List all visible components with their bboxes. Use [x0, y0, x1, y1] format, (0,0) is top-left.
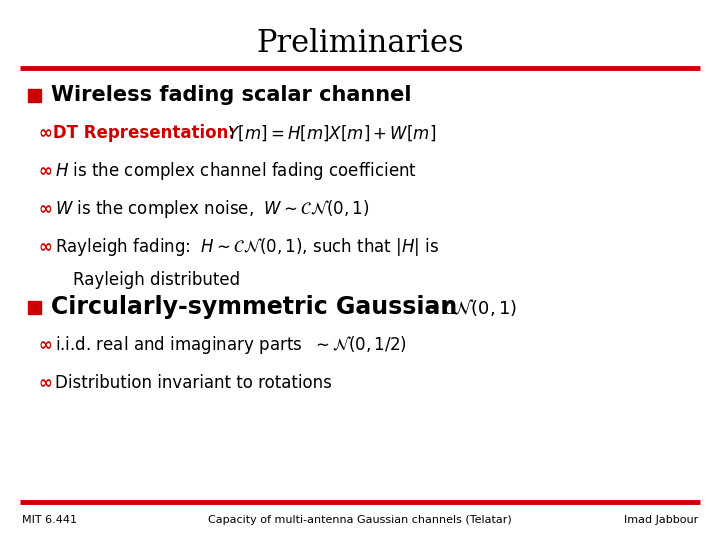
Text: Preliminaries: Preliminaries: [256, 28, 464, 59]
Text: MIT 6.441: MIT 6.441: [22, 515, 77, 525]
Text: ∞: ∞: [39, 238, 53, 256]
Text: i.i.d. real and imaginary parts  $\sim \mathcal{N}(0,1/2)$: i.i.d. real and imaginary parts $\sim \m…: [55, 334, 407, 356]
Text: $W$ is the complex noise,  $W \sim \mathcal{CN}(0,1)$: $W$ is the complex noise, $W \sim \mathc…: [55, 198, 369, 220]
Text: $Y[m] = H[m]X[m] + W[m]$: $Y[m] = H[m]X[m] + W[m]$: [217, 123, 436, 143]
Bar: [28, 89, 41, 102]
Bar: [28, 300, 41, 314]
Text: $H$ is the complex channel fading coefficient: $H$ is the complex channel fading coeffi…: [55, 160, 417, 182]
Text: Circularly-symmetric Gaussian: Circularly-symmetric Gaussian: [51, 295, 457, 319]
Text: ∞: ∞: [39, 336, 53, 354]
Text: Imad Jabbour: Imad Jabbour: [624, 515, 698, 525]
Text: ∞DT Representation:: ∞DT Representation:: [39, 124, 235, 142]
Text: ∞: ∞: [39, 374, 53, 392]
Text: Rayleigh fading:  $H \sim \mathcal{CN}(0,1)$, such that |$H$| is: Rayleigh fading: $H \sim \mathcal{CN}(0,…: [55, 236, 439, 258]
Text: Distribution invariant to rotations: Distribution invariant to rotations: [55, 374, 332, 392]
Text: Wireless fading scalar channel: Wireless fading scalar channel: [51, 85, 412, 105]
Text: Capacity of multi-antenna Gaussian channels (Telatar): Capacity of multi-antenna Gaussian chann…: [208, 515, 512, 525]
Text: ∞: ∞: [39, 200, 53, 218]
Text: Rayleigh distributed: Rayleigh distributed: [73, 271, 240, 289]
Text: $\sim \mathcal{CN}(0,1)$: $\sim \mathcal{CN}(0,1)$: [421, 296, 517, 318]
Text: ∞: ∞: [39, 162, 53, 180]
